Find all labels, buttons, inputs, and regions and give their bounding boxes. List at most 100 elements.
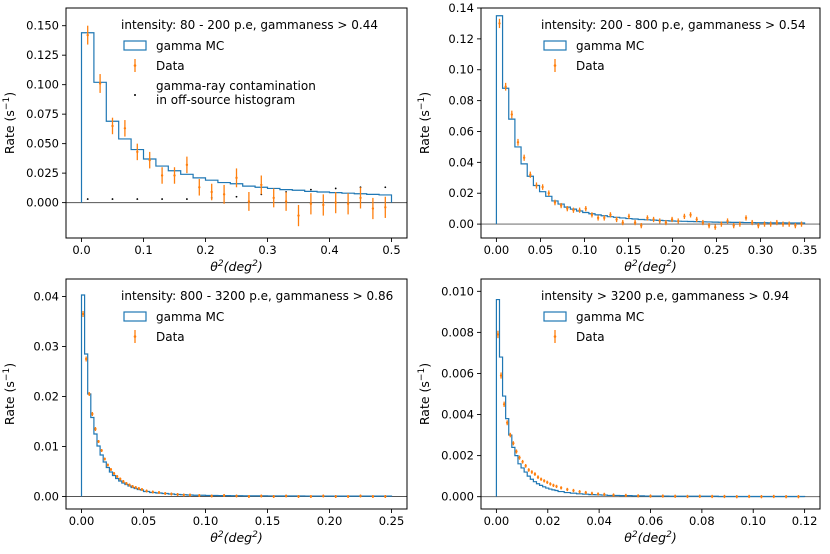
data-point: [106, 463, 110, 467]
contamination-point: [384, 186, 387, 189]
data-point: [720, 222, 723, 226]
y-tick-label: 0.03: [33, 340, 59, 354]
data-point: [88, 392, 91, 396]
data-point: [695, 218, 698, 221]
legend-mc-label: gamma MC: [576, 39, 644, 53]
y-axis-label: Rate (s−1): [417, 92, 432, 154]
data-point: [109, 468, 113, 471]
data-point: [530, 470, 534, 474]
y-axis-label-ylabel-base: Rate (s: [417, 110, 432, 154]
y-tick-label: 0.125: [26, 48, 59, 62]
data-point: [359, 196, 362, 200]
data-point: [112, 472, 116, 475]
data-point: [578, 490, 581, 493]
data-point: [541, 185, 544, 189]
y-tick-label: 0.100: [26, 78, 59, 92]
x-tick-label: 0.20: [660, 243, 686, 257]
legend-data-label: Data: [156, 330, 185, 344]
data-point: [498, 22, 501, 25]
data-point: [751, 221, 754, 224]
data-point: [701, 221, 705, 224]
data-point: [723, 495, 726, 498]
data-point: [371, 495, 375, 498]
data-point: [664, 221, 668, 224]
data-point: [157, 491, 161, 494]
data-point: [689, 213, 692, 217]
legend-data-label: Data: [576, 59, 605, 73]
data-point: [272, 495, 275, 498]
data-point: [284, 200, 288, 203]
x-axis-label-xlabel-unit-sup: 2: [252, 530, 258, 540]
data-point: [710, 495, 714, 498]
x-axis-label-xlabel-unit: (deg: [638, 530, 667, 545]
data-point: [772, 495, 775, 498]
legend-title: intensity: 80 - 200 p.e, gammaness > 0.4…: [121, 18, 378, 32]
x-axis-label-xlabel-close: ): [671, 530, 677, 545]
plot-area: [66, 294, 407, 498]
x-tick-label: 0.10: [740, 514, 766, 528]
x-tick-label: 0.15: [616, 243, 642, 257]
data-point: [84, 357, 88, 361]
x-tick-label: 0.20: [317, 514, 343, 528]
y-axis-label-ylabel-sup: −1: [2, 97, 12, 110]
data-point: [86, 33, 89, 37]
legend-data-dot: [133, 335, 137, 338]
data-point: [572, 209, 575, 212]
data-point: [512, 442, 515, 445]
legend-contam-swatch: [134, 94, 136, 96]
plot-area: [481, 15, 820, 230]
y-tick-label: 0.150: [26, 19, 59, 33]
x-axis-label-xlabel-base: θ: [210, 530, 218, 545]
data-point: [797, 495, 800, 498]
data-point: [125, 482, 128, 485]
data-point: [559, 204, 563, 207]
y-tick-label: 0.025: [26, 166, 59, 180]
legend-mc-label: gamma MC: [156, 310, 224, 324]
data-point: [103, 457, 106, 461]
y-tick-label: 0.008: [441, 325, 474, 339]
data-point: [322, 494, 325, 498]
data-point: [136, 150, 139, 154]
data-point: [173, 174, 176, 177]
y-tick-label: 0.12: [448, 32, 474, 46]
x-tick-label: 0.5: [382, 243, 400, 257]
data-point: [714, 225, 717, 229]
x-tick-label: 0.3: [258, 243, 276, 257]
x-tick-label: 0.08: [689, 514, 715, 528]
data-point: [134, 486, 137, 489]
x-axis-label-xlabel-unit-sup: 2: [666, 259, 672, 269]
data-point: [524, 464, 527, 468]
data-point: [496, 333, 500, 336]
data-point: [111, 124, 114, 128]
contamination-point: [86, 198, 89, 200]
legend: intensity: 200 - 800 p.e, gammaness > 0.…: [541, 18, 806, 73]
y-tick-label: 0.00: [448, 217, 474, 231]
data-point: [151, 490, 154, 494]
data-point: [222, 193, 226, 196]
data-point: [683, 215, 686, 218]
y-tick-label: 0.02: [33, 390, 59, 404]
legend-mc-swatch: [543, 311, 567, 322]
x-axis-label-xlabel-base: θ: [624, 259, 632, 274]
data-point: [590, 492, 594, 495]
data-point: [652, 218, 655, 221]
data-point: [359, 494, 362, 498]
plot-area: [481, 298, 820, 499]
mc-histogram: [495, 298, 806, 498]
x-axis-label: θ2(deg2): [624, 259, 676, 274]
data-point: [346, 495, 350, 498]
data-point: [533, 472, 537, 476]
data-point: [185, 163, 189, 167]
x-axis-label-xlabel-unit-sup: 2: [666, 530, 672, 540]
data-point: [247, 200, 251, 203]
legend-title: intensity: 200 - 800 p.e, gammaness > 0.…: [541, 18, 806, 32]
data-point: [510, 113, 514, 116]
data-point: [297, 214, 300, 217]
data-point: [504, 85, 507, 88]
mc-histogram: [80, 294, 393, 497]
data-point: [800, 222, 803, 226]
data-point: [515, 450, 518, 453]
x-axis-label-xlabel-sup: 2: [632, 530, 638, 540]
x-axis-label-xlabel-sup: 2: [632, 259, 638, 269]
data-point: [235, 176, 238, 180]
